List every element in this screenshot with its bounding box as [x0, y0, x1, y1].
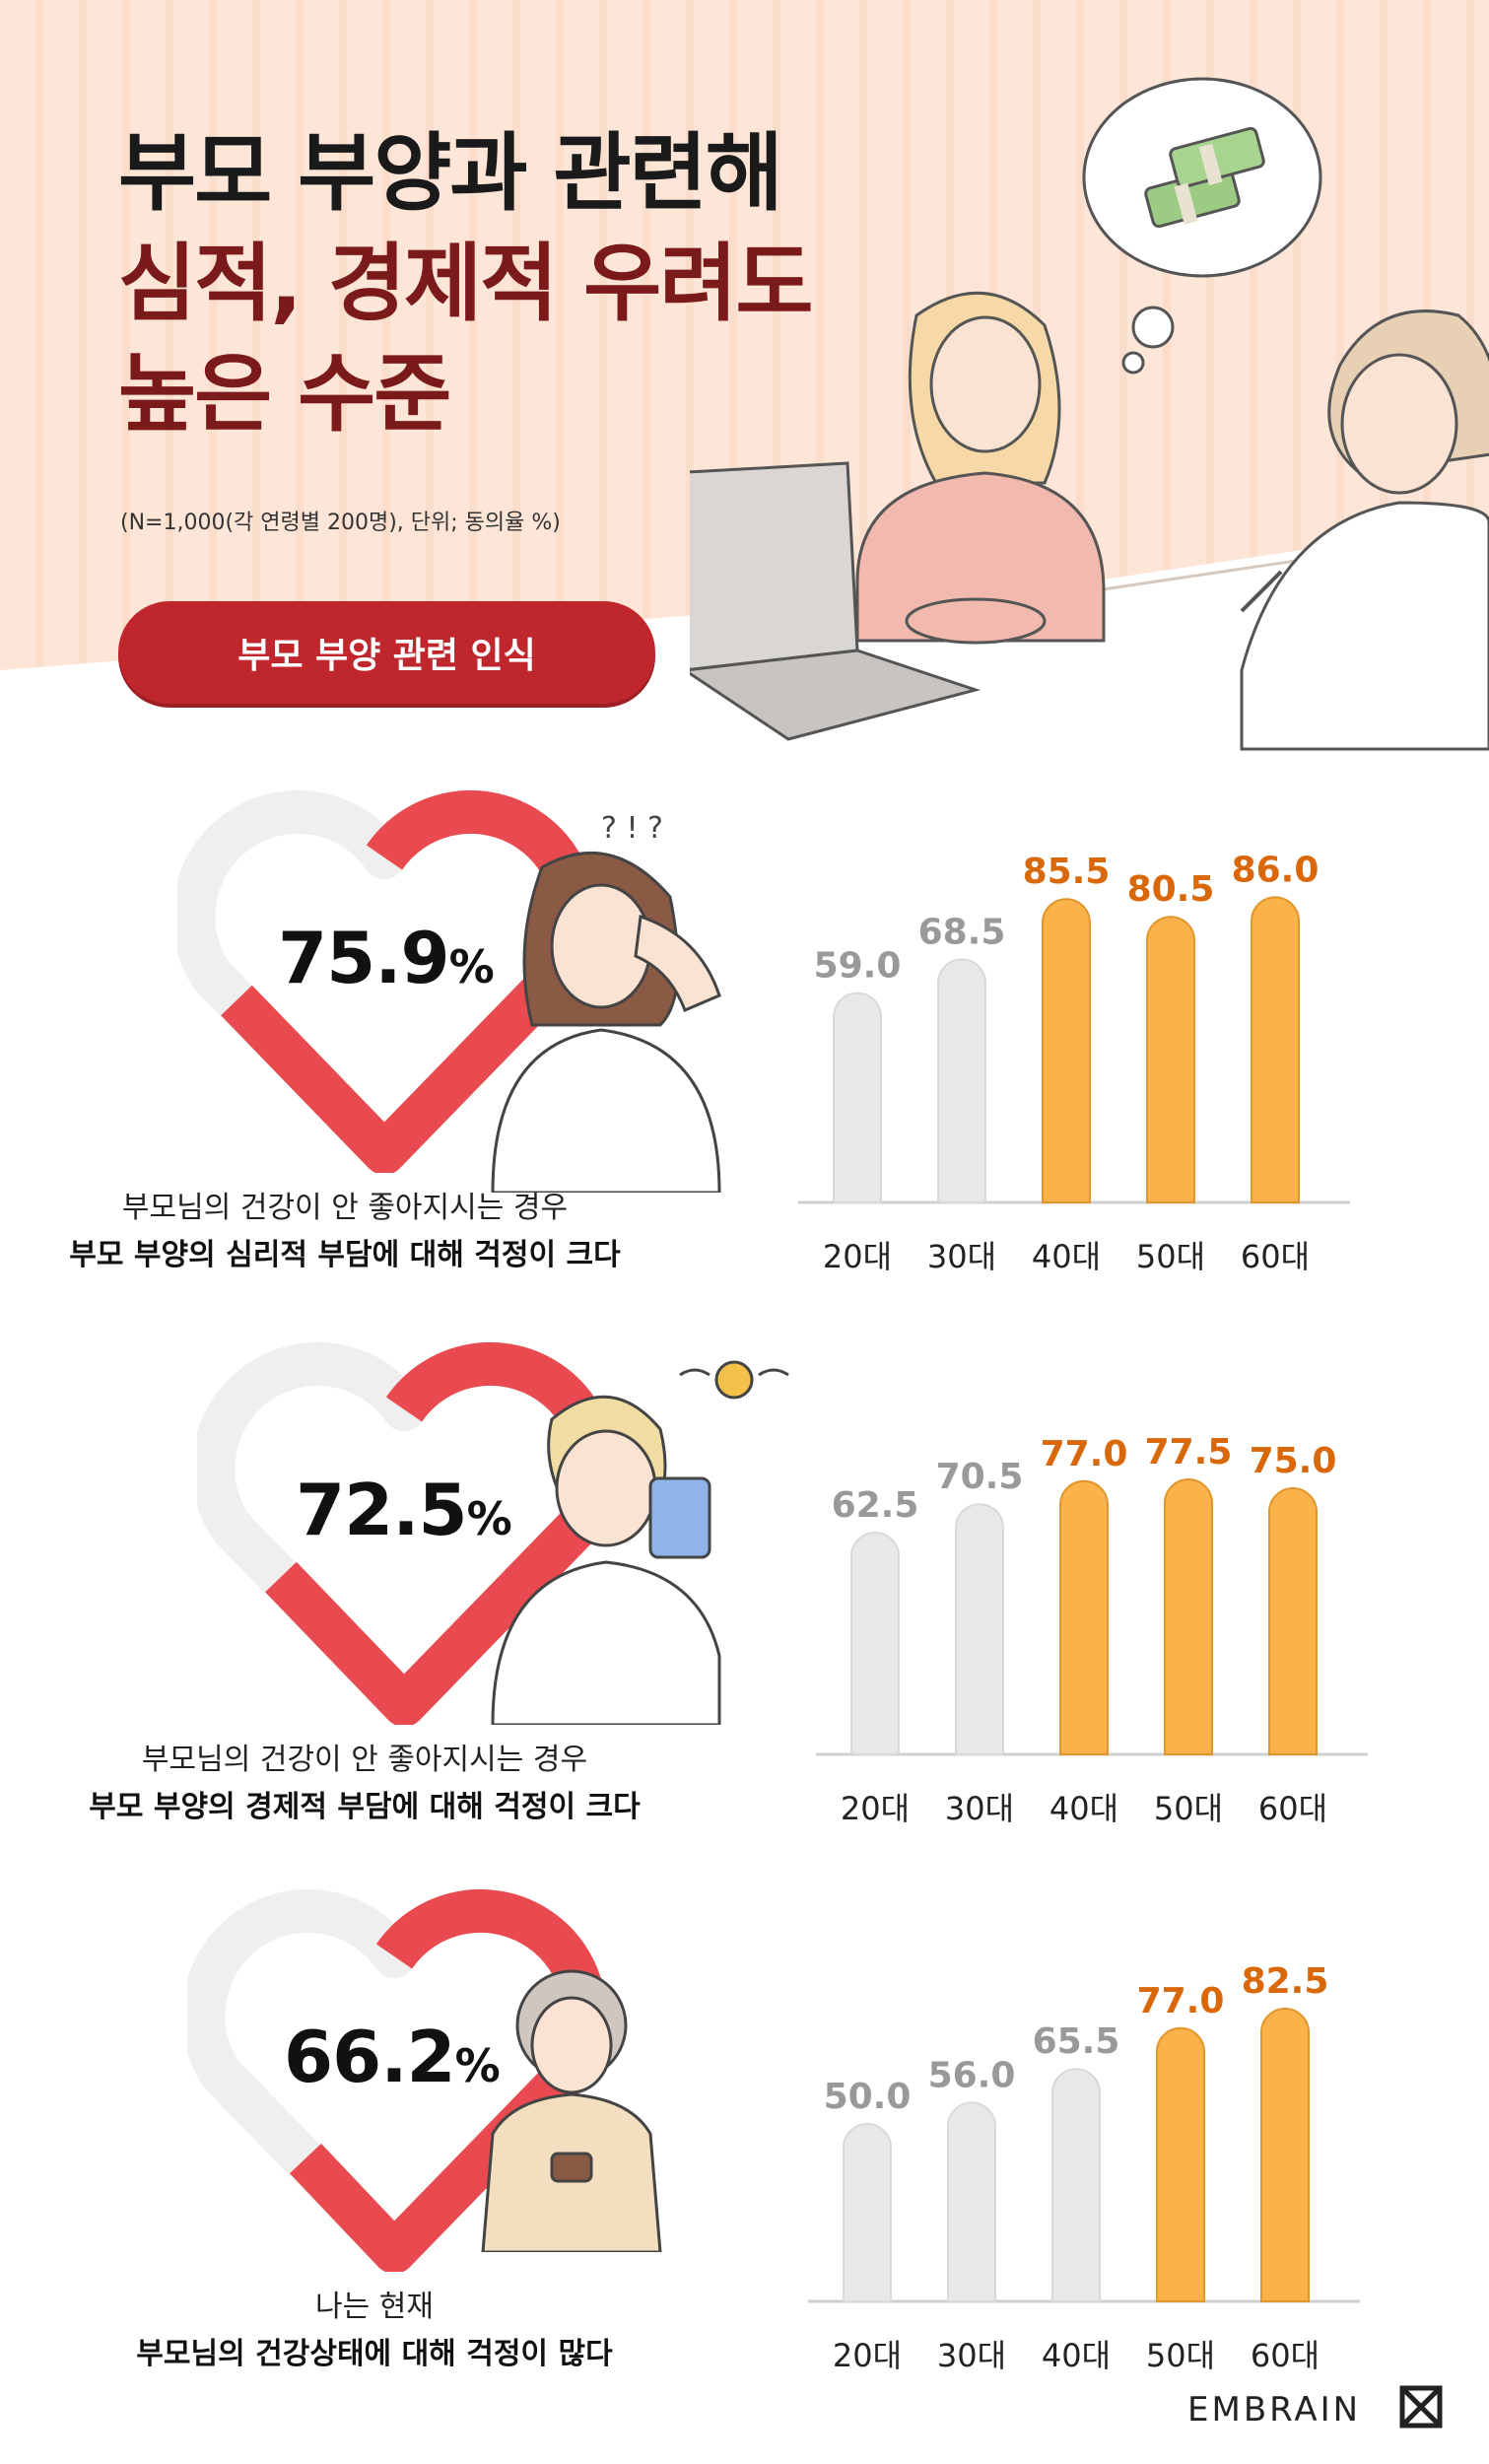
caption-line-1: 나는 현재 [315, 2290, 434, 2324]
money-stack-icon [1144, 126, 1265, 229]
bar-value-label: 68.5 [918, 912, 1006, 952]
bar-4 [1146, 916, 1195, 1203]
bar-5 [1251, 896, 1300, 1203]
category-tick-label: 30대 [937, 2337, 1006, 2374]
section-2: 72.5% 부모님의 건강이 안 좋아지시는 경우 부모 부양의 경제적 부담에… [0, 1331, 1489, 1882]
bar-2 [947, 2101, 996, 2302]
bar-value-label: 59.0 [814, 946, 902, 987]
percent-number: 75.9 [278, 917, 450, 999]
bar-value-label: 65.5 [1033, 2021, 1120, 2062]
bar-chart-2: 62.5 20대 70.5 30대 77.0 40대 77.5 50대 75.0 60대 [816, 1432, 1368, 1827]
page-title: 부모 부양과 관련해 심적, 경제적 우려도 높은 수준 [118, 118, 814, 449]
bar-value-label: 50.0 [824, 2077, 912, 2117]
purse-icon [550, 2152, 593, 2183]
bar-value-label: 85.5 [1023, 852, 1111, 892]
wallet-icon [648, 1476, 711, 1559]
category-tick-label: 50대 [1136, 1238, 1205, 1275]
bar-5 [1268, 1487, 1318, 1755]
category-tick-label: 20대 [841, 1790, 910, 1827]
svg-text:? ! ?: ? ! ? [601, 811, 663, 846]
bar-3 [1059, 1479, 1109, 1755]
category-tick-label: 60대 [1241, 1238, 1310, 1275]
bar-value-label: 75.0 [1250, 1441, 1337, 1481]
percent-value: 72.5% [296, 1469, 512, 1551]
percent-value: 75.9% [278, 917, 495, 999]
caption-line-2: 부모 부양의 심리적 부담에 대해 걱정이 크다 [69, 1238, 621, 1272]
category-tick-label: 50대 [1154, 1790, 1223, 1827]
title-line-1: 부모 부양과 관련해 [118, 124, 783, 223]
percent-unit: % [466, 1492, 512, 1545]
elderly-woman-illustration [481, 1969, 662, 2252]
percent-number: 72.5 [296, 1469, 468, 1551]
percent-number: 66.2 [284, 2016, 456, 2098]
category-tick-label: 60대 [1258, 1790, 1327, 1827]
section-1: 75.9% ? ! ? 부모님의 건강이 안 좋아지시는 경우 부모 부양의 심… [0, 779, 1489, 1331]
laptop-icon [690, 461, 981, 741]
bar-value-label: 70.5 [936, 1457, 1024, 1497]
bar-value-label: 82.5 [1242, 1961, 1329, 2002]
brand-logo-text: EMBRAIN [1187, 2390, 1362, 2430]
worried-man-with-wallet-illustration [491, 1360, 789, 1725]
bar-value-label: 62.5 [832, 1485, 919, 1526]
bar-3 [1042, 898, 1091, 1203]
caption-line-2: 부모 부양의 경제적 부담에 대해 걱정이 크다 [89, 1790, 641, 1824]
bar-2 [955, 1503, 1004, 1755]
bar-value-label: 77.0 [1137, 1981, 1225, 2021]
bar-value-label: 80.5 [1127, 869, 1215, 910]
caption-line-2: 부모님의 건강상태에 대해 걱정이 많다 [136, 2337, 613, 2371]
category-tick-label: 40대 [1049, 1790, 1118, 1827]
bar-1 [833, 992, 882, 1203]
bar-5 [1260, 2008, 1310, 2302]
title-line-2: 심적, 경제적 우려도 [118, 235, 814, 333]
bar-1 [843, 2123, 892, 2302]
bar-chart-1: 59.0 20대 68.5 30대 85.5 40대 80.5 50대 86.0 60대 [798, 850, 1350, 1275]
category-tick-label: 60대 [1251, 2337, 1320, 2374]
bar-value-label: 56.0 [928, 2055, 1016, 2095]
bar-2 [937, 958, 986, 1203]
percent-unit: % [448, 940, 495, 993]
sample-note: (N=1,000(각 연령별 200명), 단위; 동의율 %) [120, 511, 561, 535]
section-3: 66.2% 나는 현재 부모님의 건강상태에 대해 걱정이 많다 50.0 20대… [0, 1878, 1489, 2430]
bar-value-label: 77.0 [1041, 1434, 1128, 1474]
percent-unit: % [454, 2039, 501, 2092]
category-tick-label: 30대 [945, 1790, 1014, 1827]
bar-3 [1051, 2068, 1101, 2302]
thought-bubble-icon [1082, 77, 1322, 375]
flying-coin-icon [679, 1360, 789, 1400]
category-tick-label: 40대 [1042, 2337, 1111, 2374]
caption-line-1: 부모님의 건강이 안 좋아지시는 경우 [121, 1191, 569, 1225]
bar-chart-3: 50.0 20대 56.0 30대 65.5 40대 77.0 50대 82.5 60대 [808, 1961, 1360, 2374]
percent-value: 66.2% [284, 2016, 501, 2098]
bar-1 [850, 1532, 900, 1755]
category-tick-label: 40대 [1032, 1238, 1101, 1275]
category-tick-label: 20대 [823, 1238, 892, 1275]
pen-icon [1240, 570, 1283, 613]
category-tick-label: 50대 [1146, 2337, 1215, 2374]
smiling-woman-illustration [1240, 309, 1489, 751]
worried-woman-illustration [855, 291, 1106, 645]
stressed-woman-illustration: ? ! ? [491, 811, 721, 1193]
bar-4 [1164, 1478, 1213, 1755]
bar-value-label: 77.5 [1145, 1432, 1233, 1472]
header-illustration [690, 77, 1489, 867]
title-line-3: 높은 수준 [118, 345, 451, 444]
category-tick-label: 20대 [833, 2337, 902, 2374]
bar-value-label: 86.0 [1232, 850, 1320, 890]
bar-4 [1156, 2026, 1205, 2302]
brand-logo-icon [1399, 2385, 1443, 2429]
caption-line-1: 부모님의 건강이 안 좋아지시는 경우 [141, 1743, 588, 1777]
section-label-pill: 부모 부양 관련 인식 [118, 601, 655, 704]
category-tick-label: 30대 [927, 1238, 996, 1275]
